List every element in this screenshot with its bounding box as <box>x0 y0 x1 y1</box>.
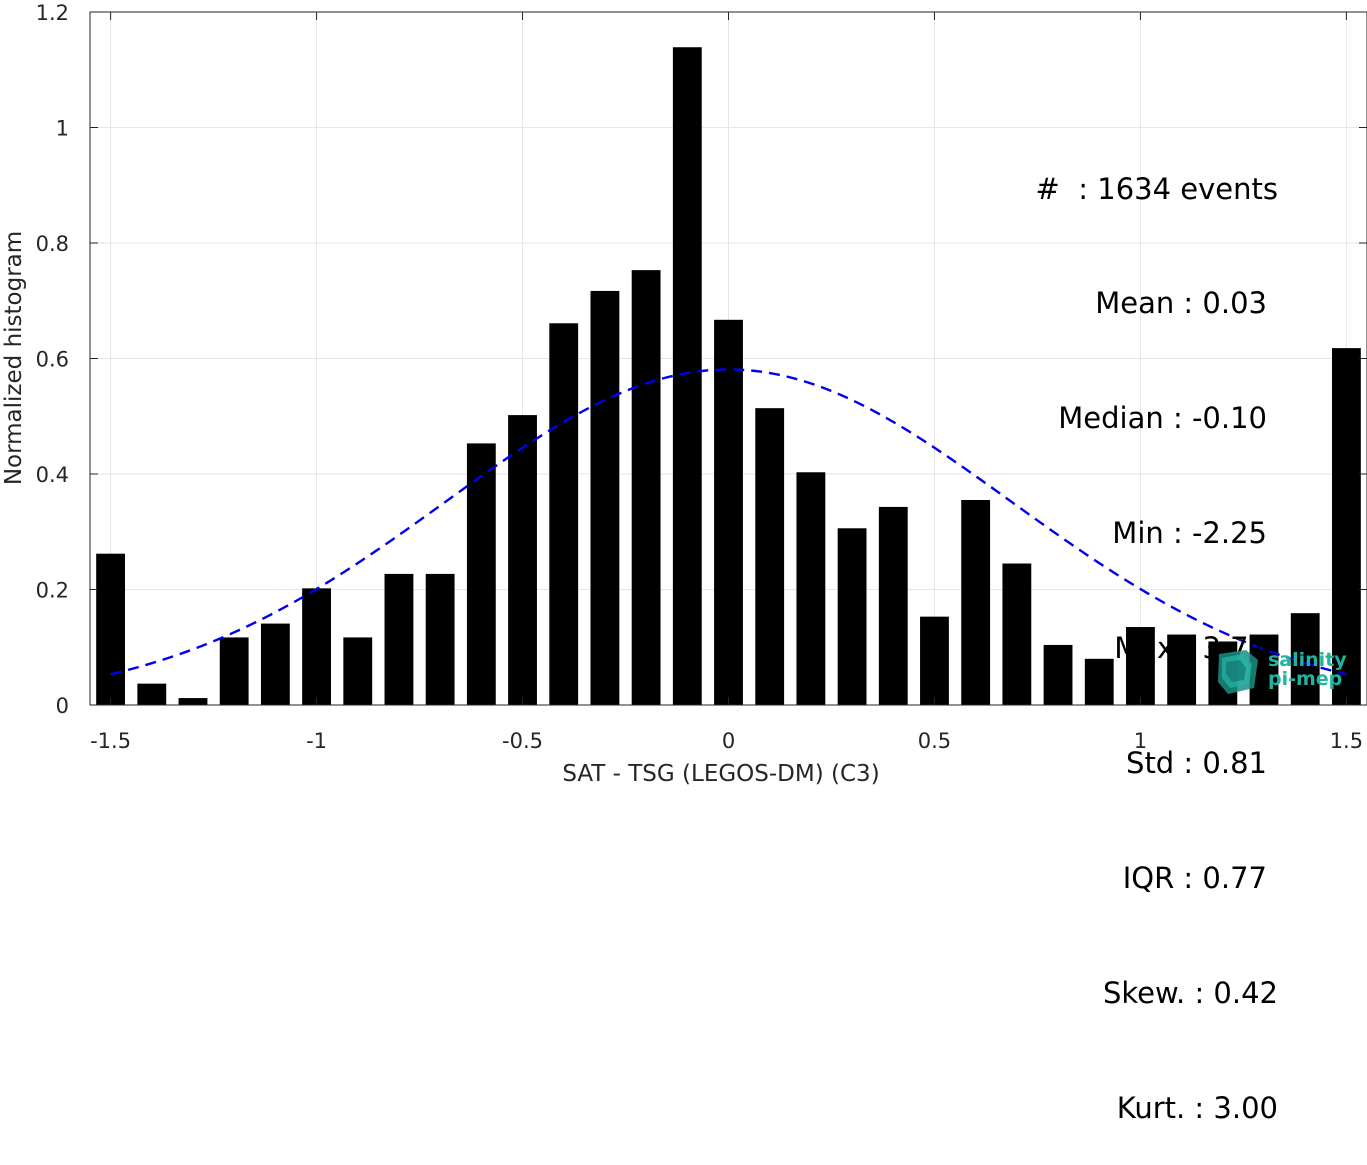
y-tick-label: 0.8 <box>36 232 69 256</box>
histogram-bar <box>302 588 331 705</box>
histogram-bar <box>920 616 949 705</box>
x-axis-label: SAT - TSG (LEGOS-DM) (C3) <box>562 761 879 785</box>
y-tick-label: 1 <box>56 117 69 141</box>
histogram-bar <box>878 506 908 705</box>
bars <box>96 47 1361 706</box>
histogram-bar <box>425 573 455 705</box>
histogram-bar <box>219 637 249 705</box>
x-tick-label: 0.5 <box>918 729 951 753</box>
y-tick-label: 1.2 <box>36 1 69 25</box>
stats-block: # : 1634 events Mean : 0.03 Median : -0.… <box>1000 93 1278 1165</box>
histogram-bar <box>1331 348 1361 705</box>
x-tick-label: -1.5 <box>90 729 131 753</box>
histogram-bar <box>714 319 743 705</box>
logo-text-pimep: pi-mep <box>1268 668 1343 690</box>
stat-kurt: Kurt. : 3.00 <box>1116 1090 1278 1125</box>
histogram-bar <box>260 623 290 705</box>
histogram-bar <box>961 499 991 705</box>
histogram-bar <box>631 270 661 705</box>
histogram-bar <box>1084 658 1114 705</box>
stat-std: Std : 0.81 <box>1126 746 1267 781</box>
histogram-bar <box>137 683 167 705</box>
stat-events: # : 1634 events <box>1035 171 1278 206</box>
stat-iqr: IQR : 0.77 <box>1122 860 1267 895</box>
y-tick-label: 0.2 <box>36 579 69 603</box>
histogram-bar <box>508 415 537 705</box>
stat-mean: Mean : 0.03 <box>1095 286 1267 321</box>
stat-min: Min : -2.25 <box>1112 516 1267 551</box>
histogram-bar <box>672 47 702 706</box>
logo-text-salinity: salinity <box>1268 649 1347 671</box>
x-tick-label: 1.5 <box>1330 729 1363 753</box>
histogram-bar <box>1002 563 1032 705</box>
histogram-bar <box>796 472 826 705</box>
histogram-bar <box>466 443 496 705</box>
x-tick-label: 1 <box>1134 729 1147 753</box>
x-tick-label: 0 <box>722 729 735 753</box>
histogram-bar <box>384 573 414 705</box>
histogram-bar <box>837 528 867 705</box>
y-tick-label: 0.6 <box>36 348 69 372</box>
histogram-bar <box>1167 634 1197 705</box>
histogram-bar <box>1126 627 1155 705</box>
histogram-bar <box>343 637 373 705</box>
histogram-bar <box>1043 644 1073 705</box>
histogram-chart: -1.5 -1 -0.5 0 0.5 1 1.5 0 0.2 0.4 0.6 0.8 1 1.2 SAT … <box>0 0 1367 785</box>
y-tick-label: 0.4 <box>36 463 69 487</box>
histogram-bar <box>178 698 208 705</box>
x-tick-label: -0.5 <box>502 729 543 753</box>
histogram-bar <box>549 323 579 705</box>
salinity-pimep-logo-icon <box>1218 650 1258 694</box>
axis-ticks: -1.5 -1 -0.5 0 0.5 1 1.5 0 0.2 0.4 0.6 0.8 1 1.2 <box>36 1 1367 753</box>
y-tick-label: 0 <box>56 694 69 718</box>
x-tick-label: -1 <box>306 729 327 753</box>
y-axis-label: Normalized histogram <box>1 231 27 485</box>
normal-fit-curve <box>110 368 1347 676</box>
histogram-bar <box>755 408 785 705</box>
histogram-bar <box>590 290 620 705</box>
stat-skew: Skew. : 0.42 <box>1102 975 1278 1010</box>
stat-median: Median : -0.10 <box>1058 401 1267 436</box>
histogram-bar <box>96 553 126 705</box>
